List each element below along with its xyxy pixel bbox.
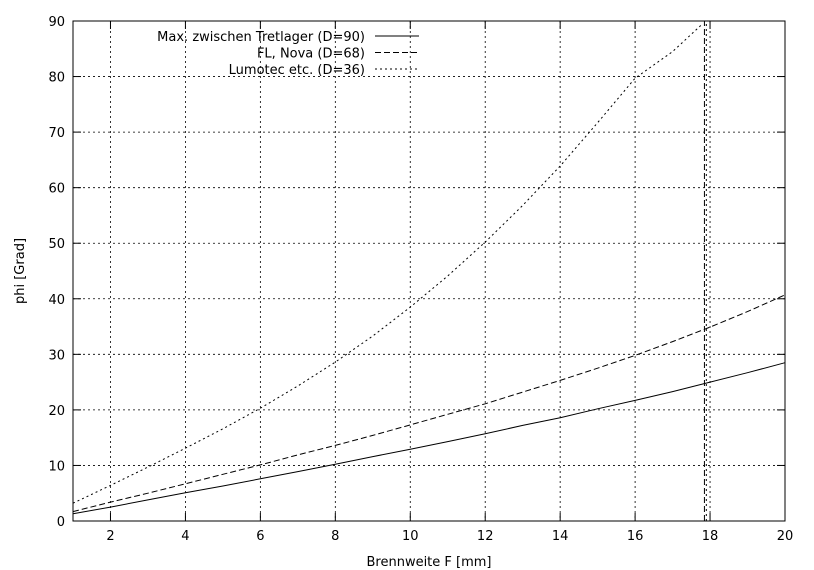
x-tick-label: 4 [181, 529, 189, 544]
x-tick-label: 20 [777, 529, 794, 544]
legend: Max. zwischen Tretlager (D=90) FL, Nova (… [157, 30, 419, 78]
series-line [72, 294, 786, 513]
series-lines [72, 21, 786, 521]
y-tick-label: 40 [48, 293, 65, 308]
x-tick-label: 10 [402, 529, 419, 544]
axis-ticks: 2 4 6 8 10 12 14 16 18 20 0 10 20 30 40 50 60 70 80 90 [48, 15, 793, 544]
legend-entry-label: Max. zwischen Tretlager (D=90) [157, 30, 365, 45]
y-tick-label: 60 [48, 182, 65, 197]
x-tick-label: 16 [627, 529, 644, 544]
y-tick-label: 20 [48, 404, 65, 419]
legend-entry-label: FL, Nova (D=68) [257, 47, 365, 62]
legend-entry-label: Lumotec etc. (D=36) [229, 63, 365, 78]
x-tick-label: 6 [256, 529, 264, 544]
grid-lines [73, 21, 785, 521]
x-axis-label: Brennweite F [mm] [366, 555, 491, 570]
x-tick-label: 8 [331, 529, 339, 544]
series-line [72, 362, 786, 515]
x-tick-label: 14 [552, 529, 569, 544]
y-tick-label: 10 [48, 459, 65, 474]
y-tick-label: 80 [48, 71, 65, 86]
x-tick-label: 2 [106, 529, 114, 544]
y-tick-label: 50 [48, 237, 65, 252]
x-tick-label: 12 [477, 529, 494, 544]
plot-frame [72, 20, 786, 522]
y-tick-label: 70 [48, 126, 65, 141]
x-tick-label: 18 [702, 529, 719, 544]
y-tick-label: 0 [57, 515, 65, 530]
y-tick-label: 30 [48, 348, 65, 363]
y-axis-label: phi [Grad] [13, 238, 28, 304]
y-tick-label: 90 [48, 15, 65, 30]
